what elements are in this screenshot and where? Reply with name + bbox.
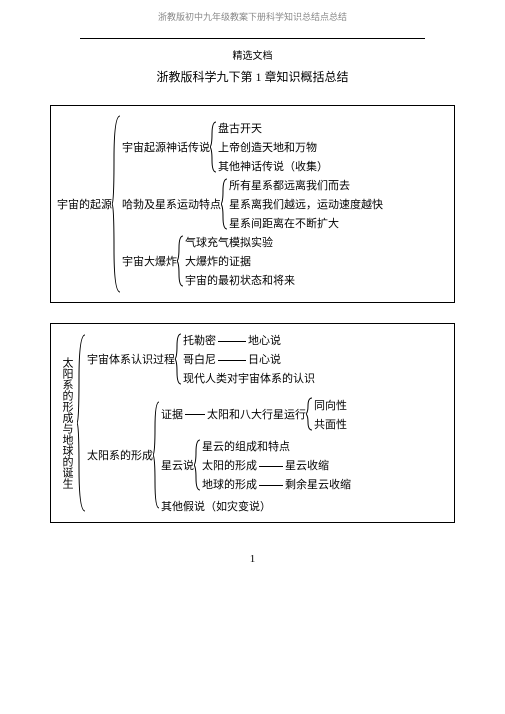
d2-b0-c1: 哥白尼 日心说	[183, 351, 315, 367]
page-number: 1	[20, 553, 485, 565]
brace-icon	[175, 332, 183, 386]
d1-b2-c2: 宇宙的最初状态和将来	[185, 272, 295, 288]
d2-root: 太阳系的形成与地球的诞生	[57, 357, 77, 489]
d1-b0-label: 宇宙起源神话传说	[122, 139, 210, 155]
text: 哥白尼	[183, 354, 216, 366]
d1-root: 宇宙的起源	[57, 196, 112, 212]
text: 日心说	[248, 354, 281, 366]
dash-icon	[259, 466, 283, 467]
text: 剩余星云收缩	[285, 479, 351, 491]
brace-icon	[112, 114, 122, 294]
d1-b1-c1: 星系离我们越远，运动速度越快	[229, 196, 383, 212]
text: 地球的形成	[202, 479, 257, 491]
page-title: 浙教版科学九下第 1 章知识概括总结	[20, 68, 485, 85]
d2-b1-s1-label: 星云说	[161, 457, 194, 473]
header-top: 浙教版初中九年级教案下册科学知识总结点总结	[20, 10, 485, 23]
sub-header: 精选文档	[20, 47, 485, 62]
d1-b2-c0: 气球充气模拟实验	[185, 234, 295, 250]
d1-b2-c1: 大爆炸的证据	[185, 253, 295, 269]
dash-icon	[259, 485, 283, 486]
brace-icon	[77, 333, 87, 513]
brace-icon	[221, 177, 229, 231]
d2-b1-label: 太阳系的形成	[87, 447, 153, 463]
d2-b1-s0-c0: 同向性	[314, 397, 347, 413]
d1-b1-c2: 星系间距离在不断扩大	[229, 215, 383, 231]
d1-b2-label: 宇宙大爆炸	[122, 253, 177, 269]
d1-b0-c1: 上帝创造天地和万物	[218, 139, 328, 155]
d2-b1-s0-label: 证据	[161, 406, 183, 422]
d2-b1-s2: 其他假说（如灾变说）	[161, 498, 271, 514]
diagram-1: 宇宙的起源 宇宙起源神话传说 盘古开天 上帝创造天地和万物 其他神话传说（收集）	[50, 105, 455, 303]
brace-icon	[153, 400, 161, 510]
text: 托勒密	[183, 335, 216, 347]
d1-b1-c0: 所有星系都远离我们而去	[229, 177, 383, 193]
d2-b1-s1-c0: 星云的组成和特点	[202, 438, 351, 454]
brace-icon	[177, 234, 185, 288]
d2-b1-s0-mid: 太阳和八大行星运行	[207, 406, 306, 422]
text: 地心说	[248, 335, 281, 347]
d1-b1-label: 哈勃及星系运动特点	[122, 196, 221, 212]
divider	[80, 38, 425, 39]
diagram-2: 太阳系的形成与地球的诞生 宇宙体系认识过程 托勒密 地心说	[50, 323, 455, 523]
d1-b0-c2: 其他神话传说（收集）	[218, 158, 328, 174]
dash-icon	[185, 414, 205, 415]
dash-icon	[218, 360, 246, 361]
d2-b0-c0: 托勒密 地心说	[183, 332, 315, 348]
d2-b0-label: 宇宙体系认识过程	[87, 351, 175, 367]
d2-b1-s0-c1: 共面性	[314, 416, 347, 432]
dash-icon	[218, 341, 246, 342]
text: 太阳的形成	[202, 460, 257, 472]
d2-b1-s1-c2: 地球的形成 剩余星云收缩	[202, 476, 351, 492]
text: 星云收缩	[285, 460, 329, 472]
brace-icon	[306, 396, 314, 432]
d2-b0-c2: 现代人类对宇宙体系的认识	[183, 370, 315, 386]
d2-b1-s1-c1: 太阳的形成 星云收缩	[202, 457, 351, 473]
brace-icon	[210, 120, 218, 174]
brace-icon	[194, 438, 202, 492]
d1-b0-c0: 盘古开天	[218, 120, 328, 136]
